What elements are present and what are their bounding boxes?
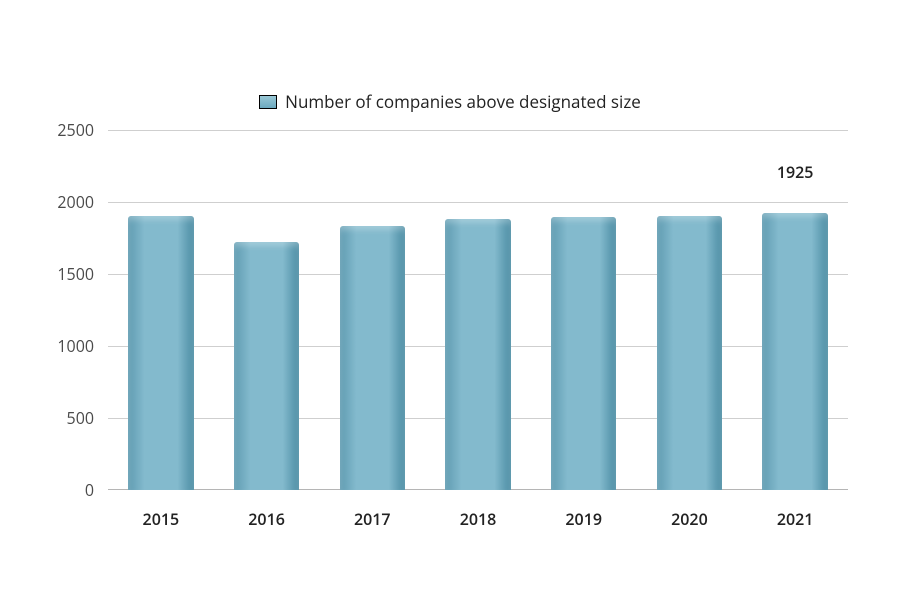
y-tick-label: 0 [34,479,94,501]
x-tick-label: 2019 [565,508,602,530]
bar [445,219,511,490]
chart-legend: Number of companies above designated siz… [0,90,900,114]
y-tick-label: 2500 [34,119,94,141]
bar [128,216,194,490]
y-tick-label: 1500 [34,263,94,285]
legend-label: Number of companies above designated siz… [285,90,641,113]
bars-group: 1925 [108,130,848,490]
x-tick-label: 2017 [354,508,391,530]
y-tick-label: 1000 [34,335,94,357]
bar-value-label: 1925 [777,161,814,183]
x-tick-label: 2018 [460,508,497,530]
x-tick-label: 2015 [143,508,180,530]
legend-swatch-icon [259,95,277,109]
y-tick-label: 500 [34,407,94,429]
plot-area: 1925 [108,130,848,490]
x-tick-label: 2020 [671,508,708,530]
bar-chart: Number of companies above designated siz… [0,0,900,600]
y-tick-label: 2000 [34,191,94,213]
bar [657,216,723,490]
bar [551,217,617,490]
bar [762,213,828,490]
x-tick-label: 2016 [248,508,285,530]
bar [234,242,300,490]
x-tick-label: 2021 [777,508,814,530]
bar [340,226,406,490]
